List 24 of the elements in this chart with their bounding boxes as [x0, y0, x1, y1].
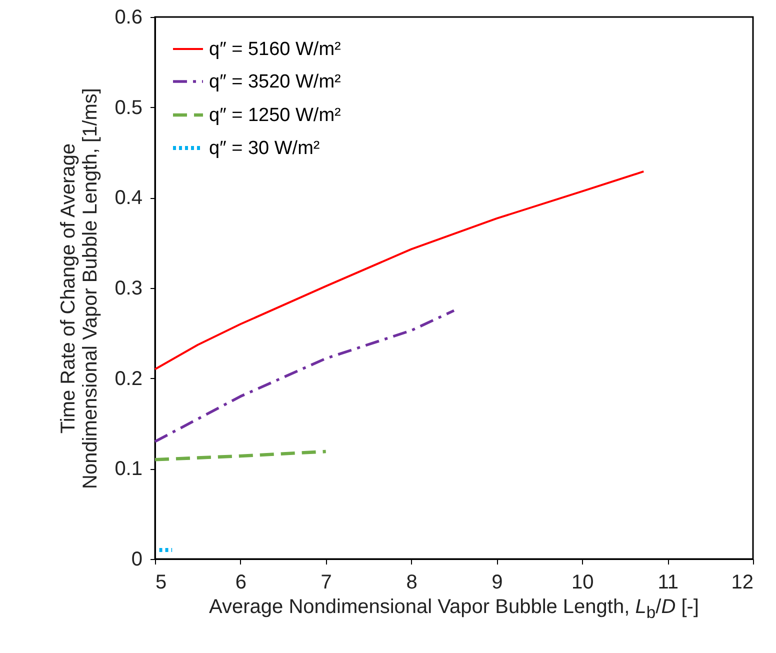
- x-tick-label: 6: [235, 572, 246, 594]
- y-tick-label: 0.1: [114, 458, 142, 480]
- legend-label: q″ = 3520 W/m²: [209, 72, 341, 92]
- line-series: [153, 450, 328, 462]
- y-tick-label: 0.3: [114, 278, 142, 300]
- legend-label: q″ = 30 W/m²: [209, 138, 320, 159]
- x-tick-label: 11: [658, 572, 678, 594]
- y-tick-label: 0.5: [114, 96, 142, 119]
- x-tick-label: 8: [406, 572, 418, 594]
- x-axis-title: Average Nondimensional Vapor Bubble Length, L$_{b}$/D [-]: [208, 596, 700, 623]
- legend-label: q″ = 1250 W/m²: [209, 105, 341, 126]
- x-tick-label: 9: [492, 572, 503, 594]
- y-tick-label: 0: [131, 548, 142, 570]
- x-tick-label: 5: [156, 572, 167, 594]
- y-axis-title: Time Rate of Change of Average Nondimensional Vapor Bubble Length, [1/ms]: [58, 88, 102, 489]
- x-tick-label: 10: [572, 572, 594, 594]
- line-series: [154, 170, 645, 370]
- y-tick-label: 0.6: [114, 6, 142, 28]
- y-tick-label: 0.2: [114, 368, 142, 390]
- line-series: [154, 309, 456, 443]
- x-tick-label: 7: [320, 572, 332, 594]
- x-tick-label: 12: [731, 572, 754, 594]
- legend-label: q″ = 5160 W/m²: [209, 39, 341, 60]
- y-tick-label: 0.4: [114, 187, 142, 210]
